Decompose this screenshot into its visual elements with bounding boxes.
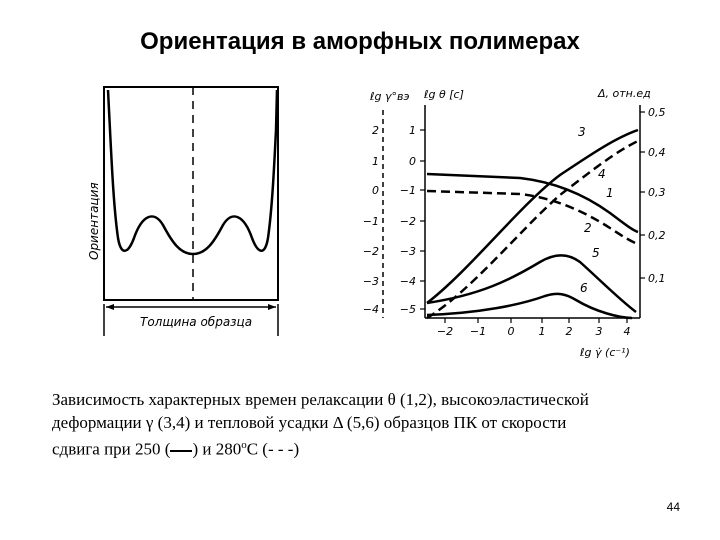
figure-caption: Зависимость характерных времен релаксаци…: [52, 388, 652, 461]
caption-line: деформации γ (3,4) и тепловой усадки Δ (…: [52, 413, 567, 432]
curve-number-labels: 3 4 1 2 5 6: [578, 125, 614, 295]
caption-text: ) и 280: [192, 439, 242, 459]
orientation-y-label: Ориентация: [87, 182, 101, 260]
left-axis-tick-labels: 2 1 0 −1 −2 −3 −4: [363, 124, 379, 316]
right-tick-label: 0,5: [648, 106, 666, 119]
x-tick-label: 2: [566, 325, 573, 338]
mid-tick-label: −5: [400, 303, 416, 316]
extent-arrowhead-left: [106, 304, 114, 310]
left-tick-label: −2: [363, 245, 379, 258]
curve-label-6: 6: [580, 281, 588, 295]
slide-title: Ориентация в аморфных полимерах: [140, 28, 580, 55]
x-tick-label: −1: [470, 325, 486, 338]
right-axis-ticks: [640, 111, 645, 279]
x-tick-label: 0: [508, 325, 515, 338]
left-tick-label: −3: [363, 275, 379, 288]
curve-1: [426, 172, 639, 234]
curve-label-3: 3: [578, 125, 586, 139]
curve-6: [426, 292, 633, 320]
orientation-curve: [106, 89, 279, 256]
orientation-figure: [103, 86, 279, 336]
mid-tick-label: 0: [409, 155, 416, 168]
left-tick-label: 2: [372, 124, 379, 137]
left-tick-label: −1: [363, 215, 379, 228]
right-axis-tick-labels: 0,5 0,4 0,3 0,2 0,1: [648, 106, 666, 285]
caption-line: Зависимость характерных времен релаксаци…: [52, 390, 589, 409]
mid-tick-label: −2: [400, 215, 416, 228]
right-tick-label: 0,3: [648, 186, 666, 199]
x-tick-label: 4: [624, 325, 631, 338]
left-tick-label: −4: [363, 303, 379, 316]
curve-4: [426, 139, 639, 320]
x-tick-label: 1: [539, 325, 546, 338]
solid-line-legend: [170, 449, 193, 452]
caption-text: сдвига при 250 (: [52, 439, 171, 459]
mid-axis-label: ℓg θ [с]: [423, 88, 464, 101]
curve-label-4: 4: [598, 167, 606, 181]
mid-tick-label: 1: [409, 124, 416, 137]
x-tick-label: −2: [437, 325, 453, 338]
left-axis-label: ℓg γ°вэ: [369, 90, 410, 103]
curve-label-5: 5: [592, 246, 600, 260]
extent-arrowhead-right: [268, 304, 276, 310]
orientation-plot-frame: [103, 86, 279, 301]
x-axis-ticks: [444, 318, 628, 323]
x-axis-label: ℓg γ̇ (с⁻¹): [579, 346, 630, 359]
x-axis-tick-labels: −2 −1 0 1 2 3 4: [437, 325, 631, 338]
curve-5: [426, 254, 637, 313]
curve-label-1: 1: [606, 186, 614, 200]
right-tick-label: 0,1: [648, 272, 666, 285]
right-axis-label: Δ, отн.ед: [597, 87, 651, 100]
x-tick-label: 3: [596, 325, 603, 338]
curve-2: [426, 189, 639, 246]
mid-tick-label: −4: [400, 275, 416, 288]
page-number: 44: [666, 500, 680, 514]
right-tick-label: 0,4: [648, 146, 666, 159]
caption-text: С (- - -): [246, 439, 300, 459]
right-tick-label: 0,2: [648, 229, 666, 242]
caption-line: сдвига при 250 ( ) и 280оС (- - -): [52, 434, 652, 461]
mid-tick-label: −1: [400, 184, 416, 197]
mid-axis-tick-labels: 1 0 −1 −2 −3 −4 −5: [400, 124, 416, 316]
degree-sup: о: [241, 439, 247, 451]
mid-tick-label: −3: [400, 245, 416, 258]
curve-label-2: 2: [584, 221, 592, 235]
curve-3: [426, 128, 639, 304]
left-tick-label: 1: [372, 155, 379, 168]
thickness-x-label: Толщина образца: [140, 315, 252, 329]
left-tick-label: 0: [372, 184, 379, 197]
mid-axis-ticks: [420, 129, 425, 310]
relaxation-figure: [382, 105, 645, 323]
